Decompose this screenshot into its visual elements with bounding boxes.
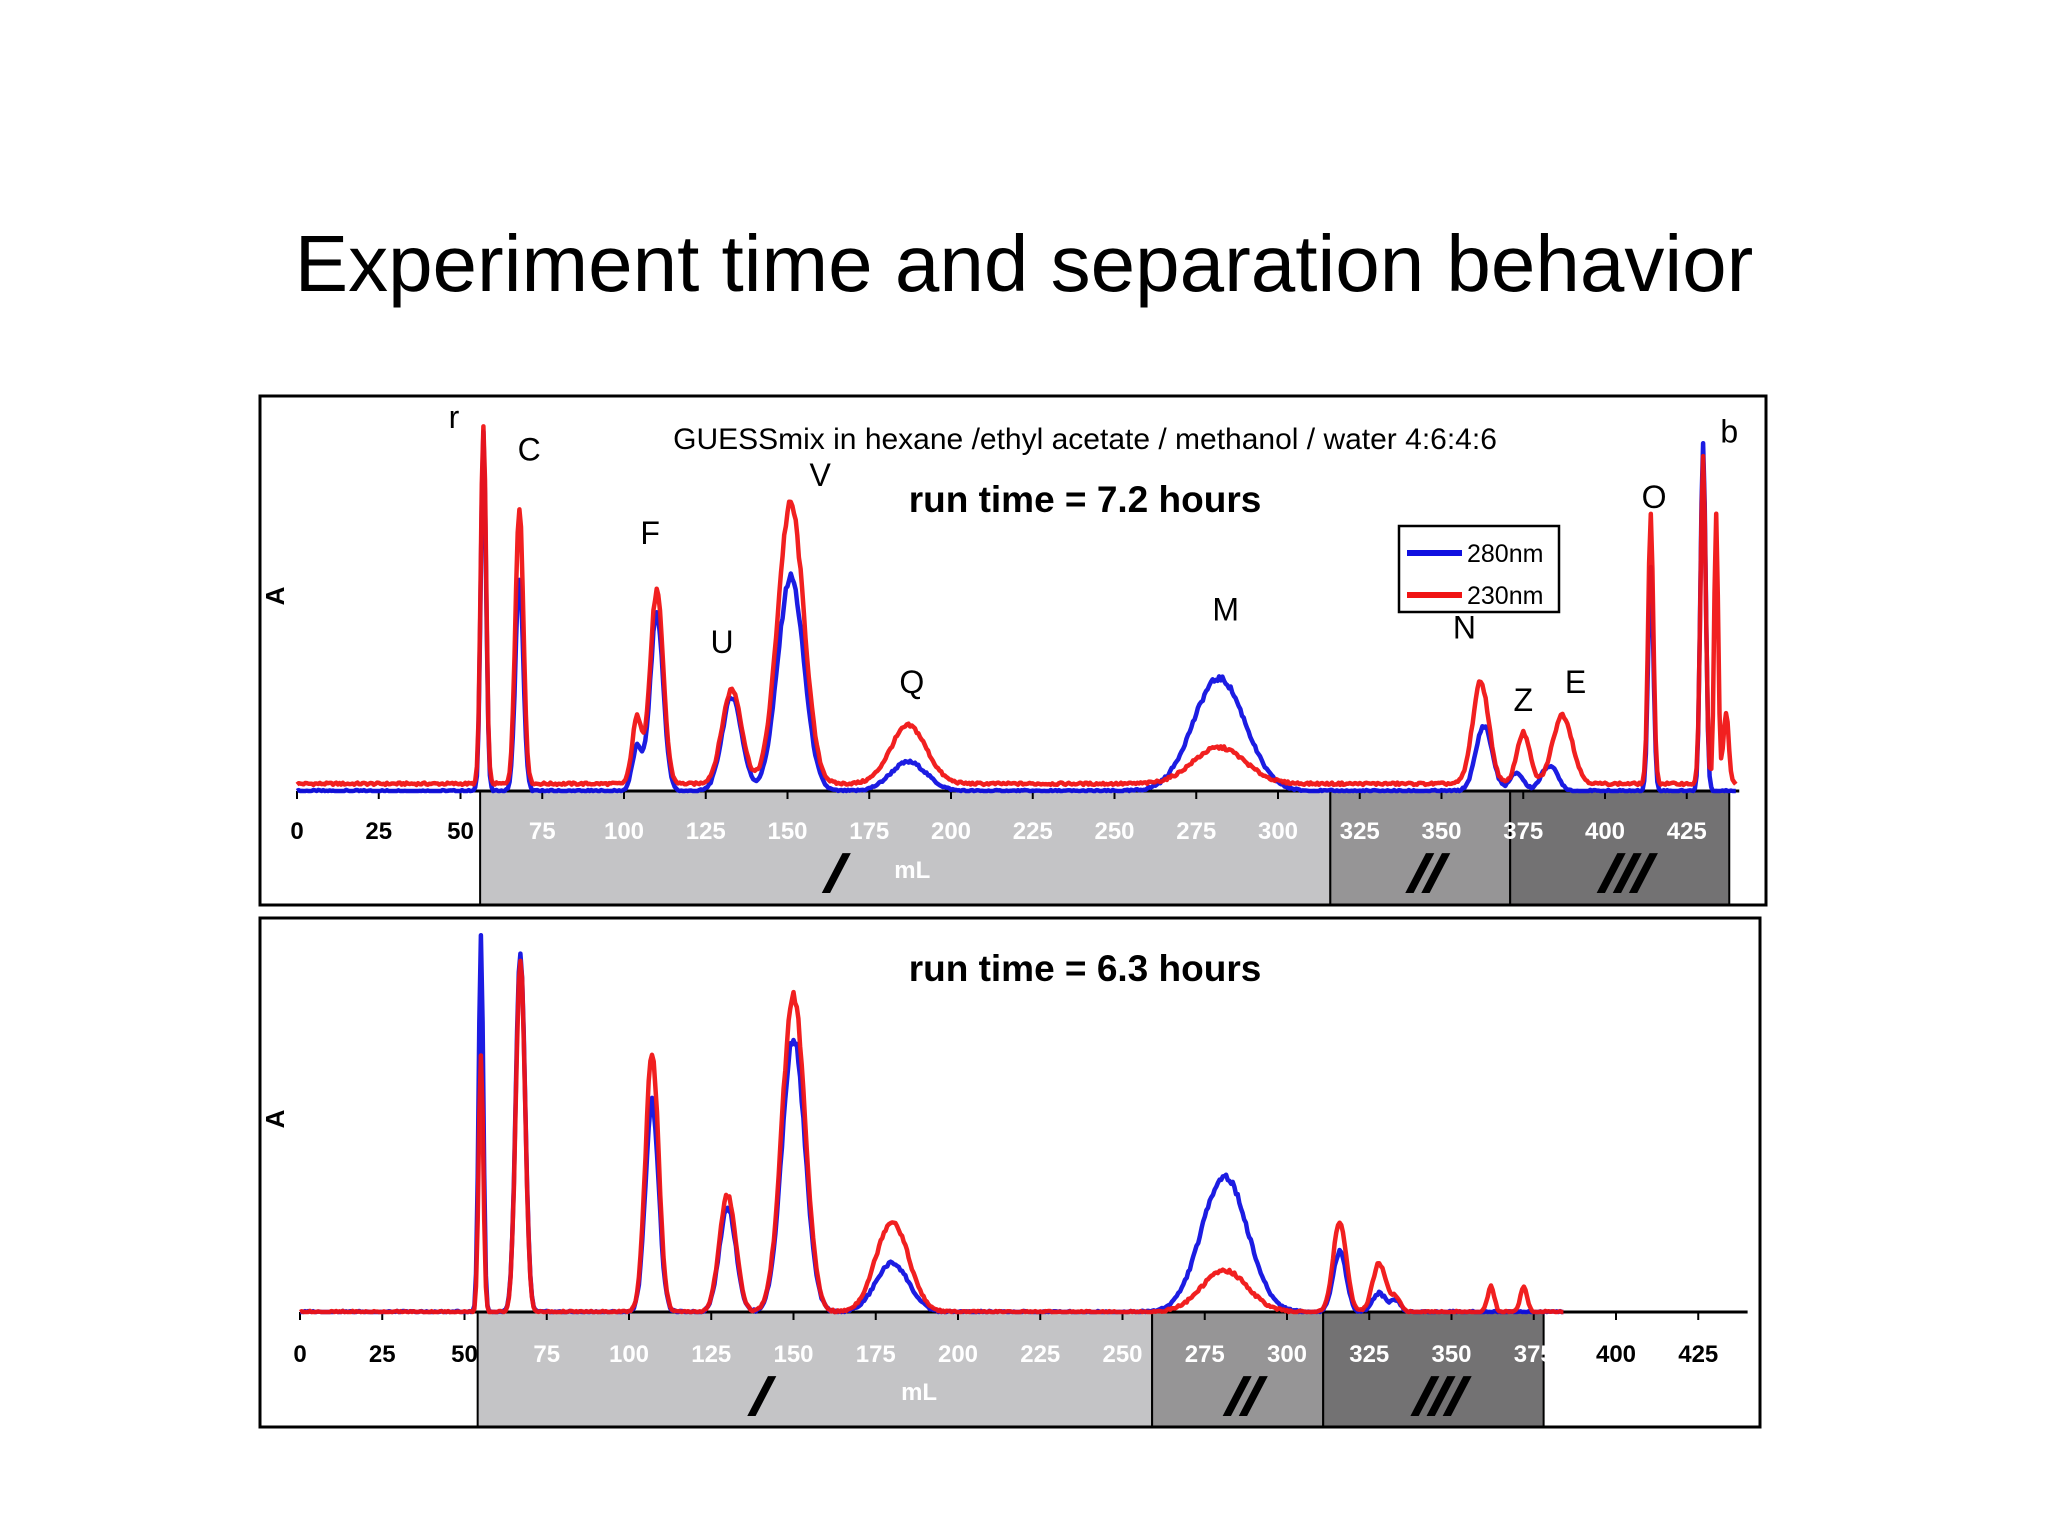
x-tick-label: 325: [1340, 818, 1380, 845]
peak-label-b: b: [1720, 414, 1738, 450]
x-tick-label: 50: [451, 1341, 478, 1368]
x-tick-label: 175: [856, 1341, 896, 1368]
peak-label-v: V: [810, 457, 832, 493]
y-axis-label: A: [260, 1109, 290, 1128]
x-tick-label: 275: [1185, 1341, 1225, 1368]
peak-label-n: N: [1453, 610, 1476, 646]
x-tick-label: 100: [609, 1341, 649, 1368]
y-axis-label: A: [260, 586, 290, 605]
x-tick-label: 0: [293, 1341, 306, 1368]
peak-label-m: M: [1212, 591, 1239, 627]
peak-label-f: F: [640, 515, 660, 551]
x-tick-label: 250: [1094, 818, 1134, 845]
x-tick-label: 350: [1431, 1341, 1471, 1368]
legend-label-230nm: 230nm: [1467, 582, 1543, 610]
chart-panel-2: 0 25 50 75 100 125 150 175 200 225 250 275 300 325 350…: [258, 916, 1762, 1429]
peak-label-e: E: [1565, 664, 1586, 700]
x-tick-label: 75: [529, 818, 556, 845]
legend: 280nm 230nm: [1397, 524, 1561, 614]
x-tick-label: 200: [938, 1341, 978, 1368]
x-tick-label: 275: [1176, 818, 1216, 845]
x-tick-label: 375: [1503, 818, 1543, 845]
x-axis-label: mL: [901, 1379, 937, 1406]
peak-label-q: Q: [899, 664, 924, 700]
region-band-i: [476, 1311, 1154, 1428]
run-time-annotation: run time = 7.2 hours: [909, 479, 1262, 520]
slide-title: Experiment time and separation behavior: [294, 219, 1754, 308]
peak-label-o: O: [1642, 479, 1667, 515]
x-tick-label: 300: [1258, 818, 1298, 845]
x-tick-label: 425: [1678, 1341, 1718, 1368]
x-tick-label: 0: [290, 818, 303, 845]
x-tick-label: 150: [773, 1341, 813, 1368]
x-tick-label: 150: [767, 818, 807, 845]
x-tick-label: 225: [1020, 1341, 1060, 1368]
x-tick-label: 325: [1349, 1341, 1389, 1368]
x-tick-label: 225: [1013, 818, 1053, 845]
x-tick-label: 25: [369, 1341, 396, 1368]
chart-frame: [258, 394, 1768, 907]
x-tick-label: 25: [365, 818, 392, 845]
x-tick-label: 300: [1267, 1341, 1307, 1368]
x-tick-label: 425: [1667, 818, 1707, 845]
x-tick-label: 400: [1596, 1341, 1636, 1368]
x-tick-label: 175: [849, 818, 889, 845]
x-tick-label: 200: [931, 818, 971, 845]
x-tick-label: 50: [447, 818, 474, 845]
peak-label-u: U: [711, 624, 734, 660]
x-tick-label: 400: [1585, 818, 1625, 845]
legend-label-280nm: 280nm: [1467, 540, 1543, 568]
x-tick-label: 375: [1514, 1341, 1554, 1368]
x-axis-label: mL: [894, 857, 930, 884]
peak-label-c: C: [518, 432, 541, 468]
x-tick-label: 75: [533, 1341, 560, 1368]
peak-label-r: r: [449, 399, 460, 435]
x-tick-label: 125: [686, 818, 726, 845]
region-band-ii: [1151, 1311, 1325, 1428]
x-tick-label: 250: [1102, 1341, 1142, 1368]
chart-panel-1: 0 25 50 75 100 125 150 175 200 225 250 275 300 325 350…: [258, 394, 1768, 907]
chart-frame: [258, 916, 1762, 1429]
x-tick-label: 350: [1421, 818, 1461, 845]
x-tick-label: 125: [691, 1341, 731, 1368]
region-band-iii: [1322, 1311, 1545, 1428]
series-line-280nm: [299, 933, 1564, 1315]
peak-label-z: Z: [1513, 682, 1533, 718]
region-band-ii: [1329, 790, 1512, 906]
series-line-230nm: [295, 424, 1738, 788]
x-tick-label: 100: [604, 818, 644, 845]
region-band-i: [479, 790, 1332, 906]
chart-title: GUESSmix in hexane /ethyl acetate / meth…: [673, 423, 1497, 456]
run-time-annotation: run time = 6.3 hours: [909, 948, 1262, 989]
series-line-230nm: [299, 958, 1564, 1315]
